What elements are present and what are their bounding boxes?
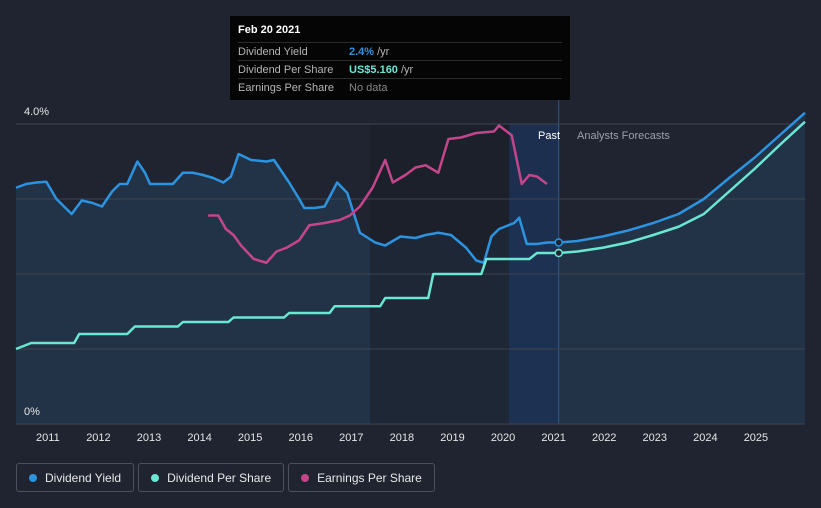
forecast-region-label: Analysts Forecasts [577,130,670,142]
x-tick-label: 2013 [137,432,161,444]
x-tick-label: 2011 [36,432,60,444]
x-tick-label: 2021 [541,432,565,444]
tooltip-unit: /yr [377,45,390,58]
tooltip-label: Earnings Per Share [238,81,334,94]
legend-label: Dividend Yield [45,470,122,485]
legend-label: Earnings Per Share [317,470,422,485]
x-tick-label: 2024 [693,432,717,444]
legend-dot-icon [151,473,160,482]
tooltip-value: US$5.160 [349,63,398,76]
tooltip-value: No data [349,81,388,94]
tooltip-date: Feb 20 2021 [238,24,301,36]
legend-dot-icon [29,473,37,482]
x-tick-label: 2017 [339,432,363,444]
x-tick-label: 2025 [744,432,768,444]
x-tick-label: 2016 [289,432,313,444]
x-tick-label: 2014 [187,432,211,444]
dividend-per-share-line [15,120,806,351]
tooltip-value: 2.4% [349,45,375,58]
x-tick-label: 2023 [643,432,667,444]
tooltip-row-earnings-per-share: Earnings Per Share No data [238,78,562,96]
tooltip-row-dividend-per-share: Dividend Per Share US$5.160 /yr [238,60,562,78]
tooltip-row-dividend-yield: Dividend Yield 2.4% /yr [238,42,562,60]
x-tick-label: 2012 [86,432,110,444]
legend-earnings-per-share[interactable]: Earnings Per Share [288,463,435,492]
hover-marker [554,238,563,247]
legend-dividend-yield[interactable]: Dividend Yield [16,463,135,492]
legend-dividend-per-share[interactable]: Dividend Per Share [138,463,285,492]
tooltip-label: Dividend Yield [238,45,308,58]
legend-dot-icon [301,473,310,482]
hover-tooltip: Feb 20 2021 Dividend Yield 2.4% /yr Divi… [230,16,570,100]
past-region-label: Past [538,130,561,142]
x-tick-label: 2015 [238,432,262,444]
tooltip-unit: /yr [400,63,414,76]
x-tick-label: 2018 [390,432,414,444]
x-tick-label: 2019 [440,432,464,444]
x-tick-label: 2020 [491,432,515,444]
earnings-per-share-line [208,124,548,264]
y-tick-top: 4.0% [24,106,50,118]
x-tick-label: 2022 [592,432,616,444]
tooltip-label: Dividend Per Share [238,63,334,76]
y-tick-bottom: 0% [24,406,40,418]
legend-label: Dividend Per Share [167,470,272,485]
chart-legend: Dividend Yield Dividend Per Share Earnin… [16,463,435,492]
hover-marker [554,248,563,258]
